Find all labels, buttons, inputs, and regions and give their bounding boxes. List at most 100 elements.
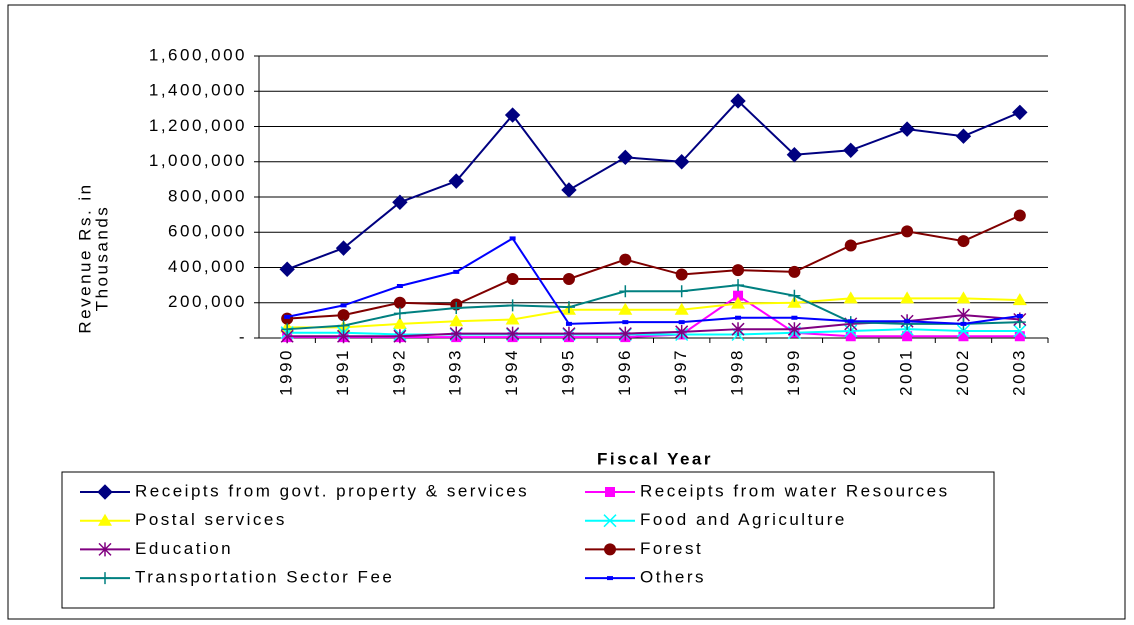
x-tick-label: 1993 xyxy=(446,348,465,396)
marker xyxy=(957,235,970,248)
y-axis-title: Revenue Rs. in xyxy=(75,182,94,333)
marker xyxy=(731,322,745,337)
marker xyxy=(618,302,633,315)
y-tick-label: 200,000 xyxy=(168,292,247,311)
marker xyxy=(674,302,689,315)
marker xyxy=(97,484,113,500)
marker xyxy=(607,576,613,581)
y-axis-title: Thousands xyxy=(92,205,111,312)
marker xyxy=(506,299,519,312)
series-line xyxy=(287,328,1020,336)
marker xyxy=(731,296,746,309)
marker xyxy=(843,142,859,159)
marker xyxy=(618,326,632,341)
marker xyxy=(604,543,616,556)
marker xyxy=(605,487,615,497)
marker xyxy=(904,319,911,324)
marker xyxy=(1013,324,1027,338)
legend-label: Postal services xyxy=(135,510,287,529)
y-tick-label: - xyxy=(239,327,247,346)
legend-label: Forest xyxy=(640,539,703,558)
marker xyxy=(843,291,858,304)
y-tick-label: 800,000 xyxy=(168,186,247,205)
marker xyxy=(1012,104,1028,121)
marker xyxy=(1012,293,1027,306)
legend-label: Others xyxy=(640,568,706,587)
marker xyxy=(675,324,689,339)
series-line xyxy=(287,214,1021,320)
marker xyxy=(562,301,575,314)
marker xyxy=(337,319,350,332)
legend-label: Education xyxy=(135,539,233,558)
marker xyxy=(335,240,352,256)
marker xyxy=(730,93,746,109)
marker xyxy=(565,321,572,326)
marker xyxy=(732,279,745,292)
marker xyxy=(509,236,516,241)
legend-label: Transportation Sector Fee xyxy=(135,568,394,587)
x-tick-label: 1995 xyxy=(558,348,577,396)
legend-label: Receipts from govt. property & services xyxy=(135,481,529,500)
marker xyxy=(844,239,857,252)
marker xyxy=(955,128,972,144)
marker xyxy=(506,272,519,285)
marker xyxy=(504,107,521,123)
x-axis-title: Fiscal Year xyxy=(597,449,713,468)
series-line xyxy=(287,297,1020,329)
marker xyxy=(1013,209,1026,222)
y-tick-label: 1,200,000 xyxy=(149,116,247,135)
legend-frame xyxy=(61,471,995,609)
marker xyxy=(561,182,577,198)
x-tick-label: 1996 xyxy=(615,348,634,396)
marker xyxy=(675,268,688,281)
y-tick-label: 400,000 xyxy=(168,257,247,276)
marker xyxy=(678,320,685,325)
x-tick-label: 1990 xyxy=(277,348,296,396)
marker xyxy=(1014,331,1025,342)
marker xyxy=(562,272,575,285)
marker xyxy=(787,322,801,337)
series-line xyxy=(287,294,1020,339)
marker xyxy=(958,331,969,342)
marker xyxy=(449,314,464,327)
y-tick-label: 1,400,000 xyxy=(149,81,247,100)
x-tick-label: 1992 xyxy=(389,348,408,396)
y-tick-label: 1,600,000 xyxy=(149,45,247,64)
marker xyxy=(960,321,967,326)
marker xyxy=(396,284,403,289)
x-tick-label: 2000 xyxy=(840,348,859,396)
marker xyxy=(622,320,629,325)
series-line xyxy=(286,237,1020,325)
marker xyxy=(393,307,406,320)
marker xyxy=(788,265,801,278)
marker xyxy=(453,269,460,274)
marker xyxy=(956,324,970,338)
marker xyxy=(449,326,463,341)
x-tick-label: 1991 xyxy=(333,348,352,396)
marker xyxy=(733,290,744,301)
marker xyxy=(847,319,854,324)
marker xyxy=(791,315,798,320)
marker xyxy=(337,309,350,322)
marker xyxy=(1016,313,1023,318)
marker xyxy=(675,285,688,298)
x-tick-label: 1997 xyxy=(671,348,690,396)
marker xyxy=(450,302,463,315)
marker xyxy=(1013,316,1026,329)
marker xyxy=(392,194,408,210)
y-tick-label: 1,000,000 xyxy=(149,151,247,170)
marker xyxy=(603,514,617,528)
x-tick-label: 2002 xyxy=(953,348,972,396)
marker xyxy=(448,173,464,189)
marker xyxy=(98,513,112,526)
marker xyxy=(506,326,520,341)
marker xyxy=(281,323,294,336)
marker xyxy=(619,253,632,266)
marker xyxy=(284,314,291,319)
marker xyxy=(279,261,295,277)
x-tick-label: 1994 xyxy=(502,348,521,396)
marker xyxy=(505,312,520,325)
legend-label: Receipts from water Resources xyxy=(640,481,950,500)
marker xyxy=(392,316,407,329)
